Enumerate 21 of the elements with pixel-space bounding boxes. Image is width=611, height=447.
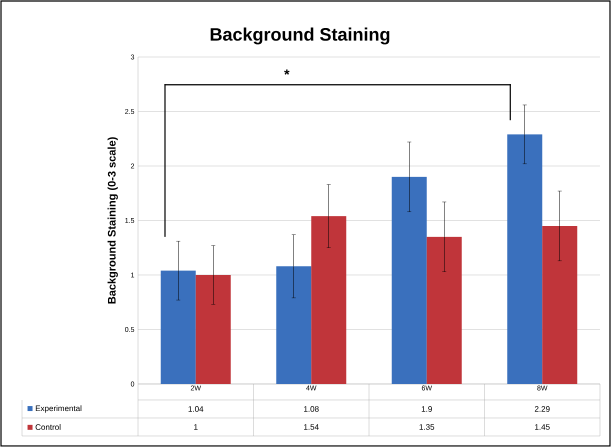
data-label: 1.45 [535,424,550,430]
bar [392,176,427,384]
data-label: 1.04 [188,406,204,412]
bar [507,134,542,384]
data-label: 1.08 [304,406,319,412]
legend-label: Control [36,424,60,430]
bar [276,266,312,384]
data-label: 1.54 [304,424,319,430]
bar [311,216,346,384]
data-label: 1.9 [422,406,432,412]
annotation: * [284,70,290,75]
bar [196,274,231,384]
chart-title: Background Staining [210,28,390,44]
data-label: 1 [194,424,198,430]
bar [426,236,462,384]
data-label: 2.29 [534,406,550,412]
y-axis-title: Background Staining (0-3 scale) [108,137,118,304]
bar [542,226,578,384]
bar [160,270,196,384]
legend-label: Experimental [36,405,82,413]
data-label: 1.35 [420,424,434,430]
